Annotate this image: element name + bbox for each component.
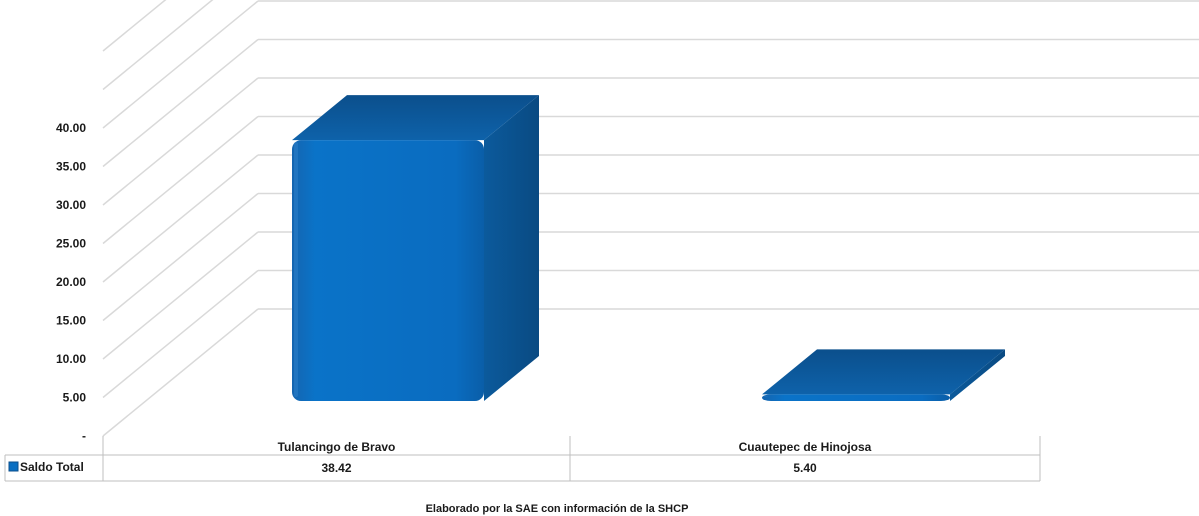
bar-front-face xyxy=(762,394,950,401)
gridline-wall-9 xyxy=(102,0,214,91)
y-tick-label: 30.00 xyxy=(56,198,86,212)
y-tick-label: 10.00 xyxy=(56,352,86,366)
y-tick-label: 25.00 xyxy=(56,237,86,251)
data-table: Tulancingo de Bravo Cuautepec de Hinojosa… xyxy=(4,436,1041,482)
bar-0 xyxy=(292,95,539,401)
data-value-label: 38.42 xyxy=(321,461,351,475)
x-category-label: Tulancingo de Bravo xyxy=(278,440,396,454)
gridline-wall-7 xyxy=(102,38,259,168)
y-tick-label: 20.00 xyxy=(56,275,86,289)
gridline-wall-2 xyxy=(102,231,259,360)
bar-side-face xyxy=(950,349,1005,401)
legend-swatch xyxy=(8,461,19,472)
bar-highlight xyxy=(764,396,768,397)
bar-side-face xyxy=(484,95,539,401)
gridlines xyxy=(102,0,1199,437)
gridline-wall-3 xyxy=(102,192,259,322)
y-tick-label: 40.00 xyxy=(56,121,86,135)
data-value-label: 5.40 xyxy=(793,461,817,475)
y-axis: - 5.00 10.00 15.00 20.00 25.00 30.00 35.00 40.00 xyxy=(56,121,86,443)
bar-top-face xyxy=(292,95,539,141)
bar-front-face xyxy=(292,140,484,401)
source-note: Elaborado por la SAE con información de … xyxy=(426,503,689,515)
y-tick-label: 5.00 xyxy=(63,391,87,405)
legend-series-name: Saldo Total xyxy=(20,460,84,474)
gridline-wall-8 xyxy=(102,0,259,129)
bars xyxy=(292,95,1005,401)
bar-top-face xyxy=(762,349,1005,395)
y-tick-label: 35.00 xyxy=(56,160,86,174)
bar-1 xyxy=(762,349,1005,401)
x-category-label: Cuautepec de Hinojosa xyxy=(739,440,872,454)
gridline-wall-1 xyxy=(102,269,259,399)
bar-highlight xyxy=(294,142,298,397)
y-tick-label: 15.00 xyxy=(56,314,86,328)
y-tick-label: - xyxy=(82,429,86,443)
gridline-wall-0 xyxy=(102,308,259,437)
gridline-wall-5 xyxy=(102,115,259,245)
gridline-wall-10 xyxy=(102,0,167,52)
gridline-wall-4 xyxy=(102,154,259,283)
gridline-wall-6 xyxy=(102,77,259,206)
